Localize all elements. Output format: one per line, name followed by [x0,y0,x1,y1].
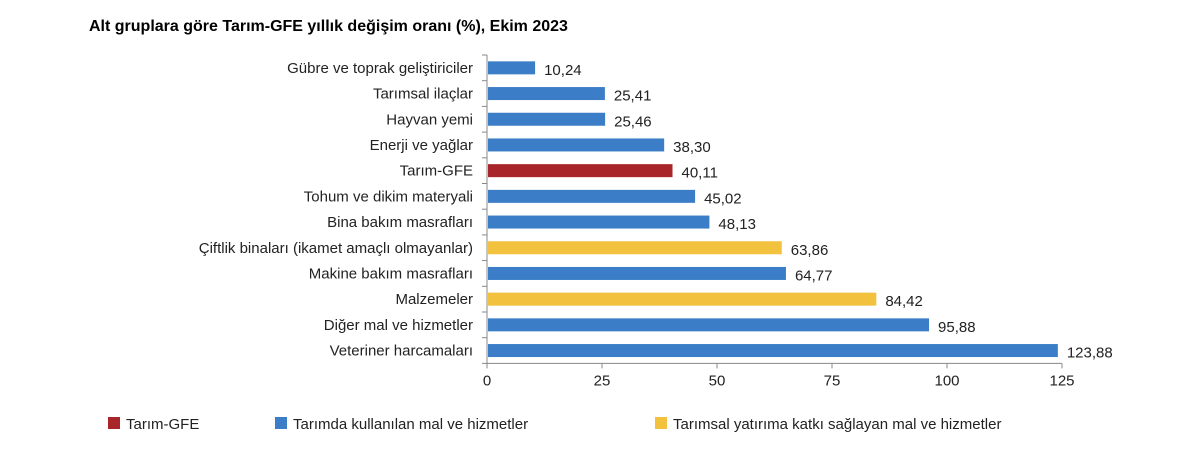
bar [488,164,673,178]
bar [488,215,710,229]
bar [488,292,877,306]
data-label: 40,11 [682,165,718,182]
bar [488,61,536,75]
category-label: Tohum ve dikim materyali [304,188,473,205]
data-label: 95,88 [938,319,976,336]
bar [488,266,786,280]
category-label: Tarım-GFE [400,163,473,180]
chart-title: Alt gruplara göre Tarım-GFE yıllık değiş… [89,18,568,35]
category-label: Veteriner harcamaları [330,343,473,360]
category-label: Makine bakım masrafları [309,265,473,282]
x-tick-label: 25 [594,372,611,389]
data-label: 45,02 [704,190,742,207]
category-label: Enerji ve yağlar [370,137,473,154]
bar [488,318,930,332]
category-label: Çiftlik binaları (ikamet amaçlı olmayanl… [199,240,473,257]
data-label: 25,46 [614,113,652,130]
legend-swatch [275,417,287,429]
category-label: Bina bakım masrafları [327,214,473,231]
category-label: Tarımsal ilaçlar [373,86,473,103]
legend-label: Tarımda kullanılan mal ve hizmetler [293,416,528,433]
data-label: 38,30 [673,139,711,156]
x-tick-label: 50 [709,372,726,389]
legend-swatch [655,417,667,429]
data-label: 84,42 [885,293,923,310]
category-label: Malzemeler [395,291,473,308]
data-label: 64,77 [795,267,833,284]
bar [488,189,696,203]
bar [488,112,606,126]
x-tick-label: 125 [1049,372,1074,389]
data-label: 123,88 [1067,345,1113,362]
bar [488,241,782,255]
category-label: Hayvan yemi [386,111,473,128]
bar [488,87,605,101]
bar [488,138,665,152]
data-label: 10,24 [544,62,582,79]
data-label: 48,13 [718,216,756,233]
legend-swatch [108,417,120,429]
data-label: 25,41 [614,88,652,105]
data-label: 63,86 [791,242,829,259]
x-tick-label: 0 [483,372,491,389]
category-label: Gübre ve toprak geliştiriciler [287,60,473,77]
legend-label: Tarımsal yatırıma katkı sağlayan mal ve … [673,416,1001,433]
legend-label: Tarım-GFE [126,416,199,433]
x-tick-label: 75 [824,372,841,389]
category-label: Diğer mal ve hizmetler [324,317,473,334]
x-tick-label: 100 [934,372,959,389]
bar [488,344,1058,358]
